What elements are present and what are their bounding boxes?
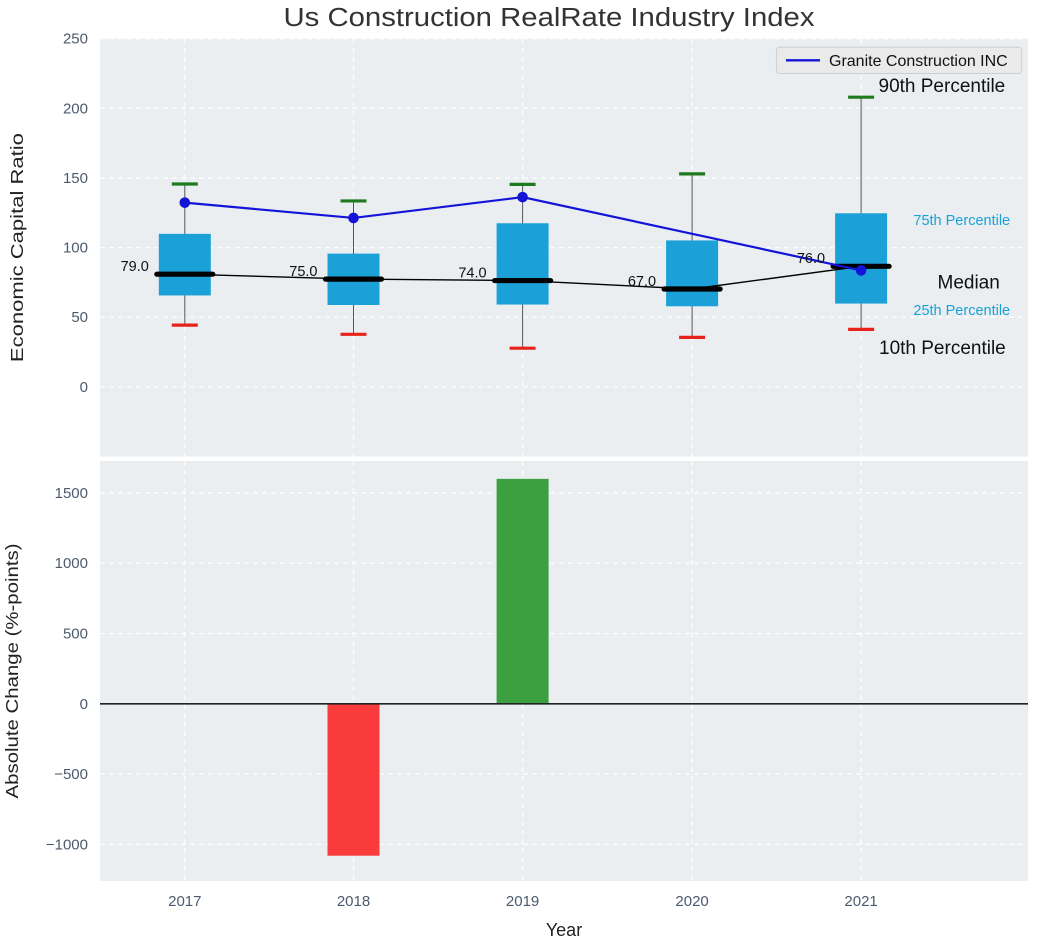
svg-text:−500: −500 [54, 766, 88, 783]
svg-text:150: 150 [63, 170, 88, 187]
svg-text:Us Construction RealRate Indus: Us Construction RealRate Industry Index [284, 4, 815, 32]
svg-text:79.0: 79.0 [121, 259, 149, 275]
svg-text:90th Percentile: 90th Percentile [879, 76, 1006, 97]
svg-text:76.0: 76.0 [797, 251, 825, 267]
svg-text:Median: Median [938, 272, 1000, 293]
svg-text:2021: 2021 [844, 893, 877, 910]
svg-text:75.0: 75.0 [289, 264, 317, 280]
svg-text:2020: 2020 [675, 893, 708, 910]
svg-text:Granite Construction INC: Granite Construction INC [829, 53, 1008, 70]
svg-text:67.0: 67.0 [628, 274, 656, 290]
svg-text:1000: 1000 [55, 555, 88, 572]
svg-text:Absolute Change (%-points): Absolute Change (%-points) [2, 544, 22, 799]
svg-text:75th Percentile: 75th Percentile [913, 213, 1010, 229]
svg-text:10th Percentile: 10th Percentile [879, 338, 1006, 359]
svg-text:1500: 1500 [55, 485, 88, 502]
svg-text:500: 500 [63, 626, 88, 643]
svg-text:0: 0 [80, 379, 88, 396]
svg-text:0: 0 [80, 696, 88, 713]
svg-text:Year: Year [546, 920, 582, 940]
svg-text:200: 200 [63, 100, 88, 117]
svg-text:25th Percentile: 25th Percentile [913, 303, 1010, 319]
svg-text:100: 100 [63, 240, 88, 257]
svg-text:−1000: −1000 [46, 836, 88, 853]
svg-text:74.0: 74.0 [458, 265, 486, 281]
svg-text:2017: 2017 [168, 893, 201, 910]
svg-text:250: 250 [63, 31, 88, 48]
svg-text:Economic Capital Ratio: Economic Capital Ratio [7, 133, 27, 362]
svg-text:2018: 2018 [337, 893, 370, 910]
svg-text:50: 50 [71, 309, 88, 326]
svg-text:2019: 2019 [506, 893, 539, 910]
